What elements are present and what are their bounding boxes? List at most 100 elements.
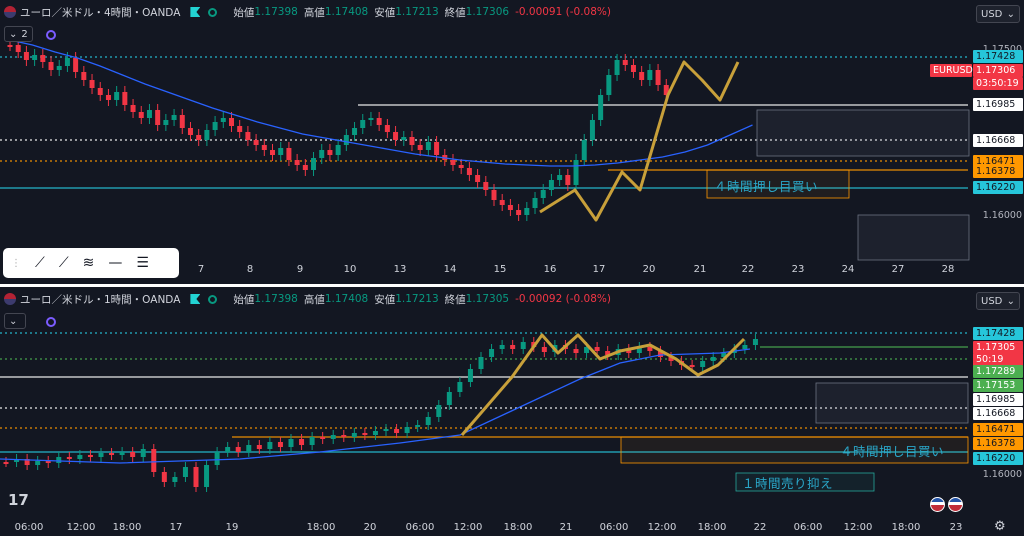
zone-box-4h [620,436,969,464]
open-value: 1.17398 [254,293,298,305]
gear-icon[interactable]: ⚙ [994,519,1006,534]
time-tick: 20 [363,522,377,533]
currency-select[interactable]: USD ⌄ [976,292,1020,310]
fib-icon[interactable]: ≋ [82,255,95,271]
price-label[interactable]: 50:19 [973,353,1023,366]
price-label[interactable]: 1.17289 [973,365,1023,378]
parallel-icon[interactable]: ☰ [136,255,149,271]
horizontal-line-icon[interactable]: — [108,255,123,271]
alert-circle-icon[interactable] [46,30,56,40]
flag-marker-icon[interactable] [190,294,201,304]
us-flag-icon[interactable] [948,497,963,512]
price-label[interactable]: 1.16220 [973,181,1023,194]
low-value: 1.17213 [395,6,439,18]
candle-body [146,110,152,118]
annotation-4h-buy[interactable]: ４時間押し目買い [714,179,819,194]
candle-body [204,465,210,487]
time-tick: 13 [393,264,407,275]
price-label[interactable]: 1.16668 [973,407,1023,420]
candle-body [311,158,317,170]
event-flags[interactable] [930,497,963,512]
candle-body [573,160,579,185]
price-label[interactable]: 1.16985 [973,393,1023,406]
time-tick: 06:00 [793,522,823,533]
price-label[interactable]: 1.16668 [973,134,1023,147]
candle-body [710,357,716,361]
drag-handle-icon[interactable]: ⋮ [11,257,21,269]
price-label[interactable]: 03:50:19 [973,77,1023,90]
drawing-toolbar[interactable]: ⋮ ⟋ ⟋ ≋ — ☰ [3,248,179,278]
price-label[interactable]: 1.17305 [973,341,1023,354]
chevron-down-icon: ⌄ [9,28,18,40]
price-label[interactable]: 1.17306 [973,64,1023,77]
candle-body [516,210,522,215]
indicator-toggle[interactable]: ⌄ 2 [4,26,33,42]
chart-canvas-1h[interactable] [0,287,1024,536]
zigzag-line [539,60,740,222]
chart-panel-4h[interactable]: ユーロ／米ドル・4時間・OANDA 始値 1.17398 高値 1.17408 安値… [0,0,1024,284]
price-label[interactable]: 1.17428 [973,327,1023,340]
price-label[interactable]: 1.16471 [973,155,1023,168]
candle-body [179,115,185,128]
price-label[interactable]: EURUSD [930,64,973,77]
price-label[interactable]: 1.16378 [973,165,1023,178]
candle-body [360,120,366,128]
candle-body [319,150,325,158]
candle-body [541,347,547,352]
candle-body [48,62,54,70]
candle-body [56,66,62,70]
flag-marker-icon[interactable] [190,7,201,17]
chart-canvas-4h[interactable] [0,0,1024,284]
candle-body [425,417,431,425]
tradingview-logo-icon[interactable]: 17 [8,491,29,509]
time-tick: 21 [693,264,707,275]
indicator-toggle[interactable]: ⌄ [4,313,26,329]
price-label[interactable]: 1.16471 [973,423,1023,436]
candle-body [351,433,357,437]
candle-body [401,137,407,140]
candle-body [384,125,390,132]
candle-body [394,429,400,433]
candle-body [81,72,87,80]
candle-body [436,405,442,417]
time-tick: 06:00 [405,522,435,533]
symbol-title[interactable]: ユーロ／米ドル・1時間・OANDA [20,293,181,306]
chart-panel-1h[interactable]: ユーロ／米ドル・1時間・OANDA 始値 1.17398 高値 1.17408 安値… [0,287,1024,536]
us-flag-icon[interactable] [930,497,945,512]
price-label[interactable]: 1.17428 [973,50,1023,63]
market-open-icon [208,294,218,304]
time-tick: 17 [169,522,183,533]
panel-divider[interactable] [0,284,1024,287]
candle-body [636,347,642,353]
candle-body [425,142,431,150]
trend-line-icon[interactable]: ⟋ [35,255,45,271]
time-tick: 17 [592,264,606,275]
candle-body [415,425,421,427]
candle-body [478,357,484,369]
candle-body [45,461,51,463]
price-label[interactable]: 1.17153 [973,379,1023,392]
price-label[interactable]: 1.16220 [973,452,1023,465]
candle-body [235,447,241,452]
candle-body [466,168,472,175]
candle-body [286,148,292,160]
annotation-1h-sell[interactable]: １時間売り抑え [742,476,834,491]
price-label[interactable]: 1.16985 [973,98,1023,111]
symbol-title[interactable]: ユーロ／米ドル・4時間・OANDA [20,6,181,19]
candle-body [270,150,276,155]
alert-circle-icon[interactable] [46,317,56,327]
candle-body [330,435,336,439]
close-label: 終値 [444,6,466,19]
time-tick: 20 [642,264,656,275]
currency-select[interactable]: USD ⌄ [976,5,1020,23]
candle-body [278,148,284,155]
price-label[interactable]: 1.16378 [973,437,1023,450]
candle-body [309,437,315,445]
annotation-1h-buy[interactable]: ４時間押し目買い [840,444,945,459]
time-tick: 10 [343,264,357,275]
candle-body [689,365,695,367]
ray-icon[interactable]: ⟋ [58,255,69,271]
candle-body [409,137,415,145]
candle-body [320,437,326,439]
time-tick: 18:00 [697,522,727,533]
